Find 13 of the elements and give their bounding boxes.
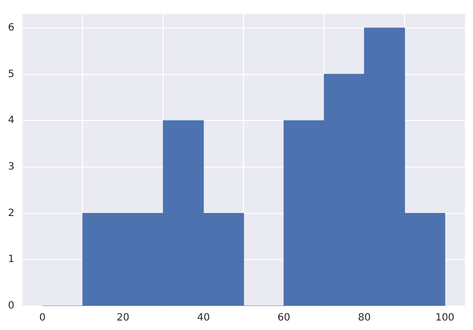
x-tick-label: 0 xyxy=(39,312,46,324)
y-tick-label: 6 xyxy=(8,22,14,34)
y-tick-label: 2 xyxy=(8,208,14,219)
x-tick-label: 80 xyxy=(358,312,371,324)
y-tick-label: 1 xyxy=(8,254,14,266)
y-tick-label: 3 xyxy=(8,162,14,173)
y-tick-label: 5 xyxy=(8,68,14,80)
x-tick-label: 20 xyxy=(116,312,130,324)
x-tick-label: 40 xyxy=(197,312,210,324)
x-tick-label: 100 xyxy=(435,312,454,324)
y-tick-label: 0 xyxy=(8,300,14,312)
y-tick-label: 4 xyxy=(8,115,14,126)
x-tick-label: 60 xyxy=(278,312,290,324)
